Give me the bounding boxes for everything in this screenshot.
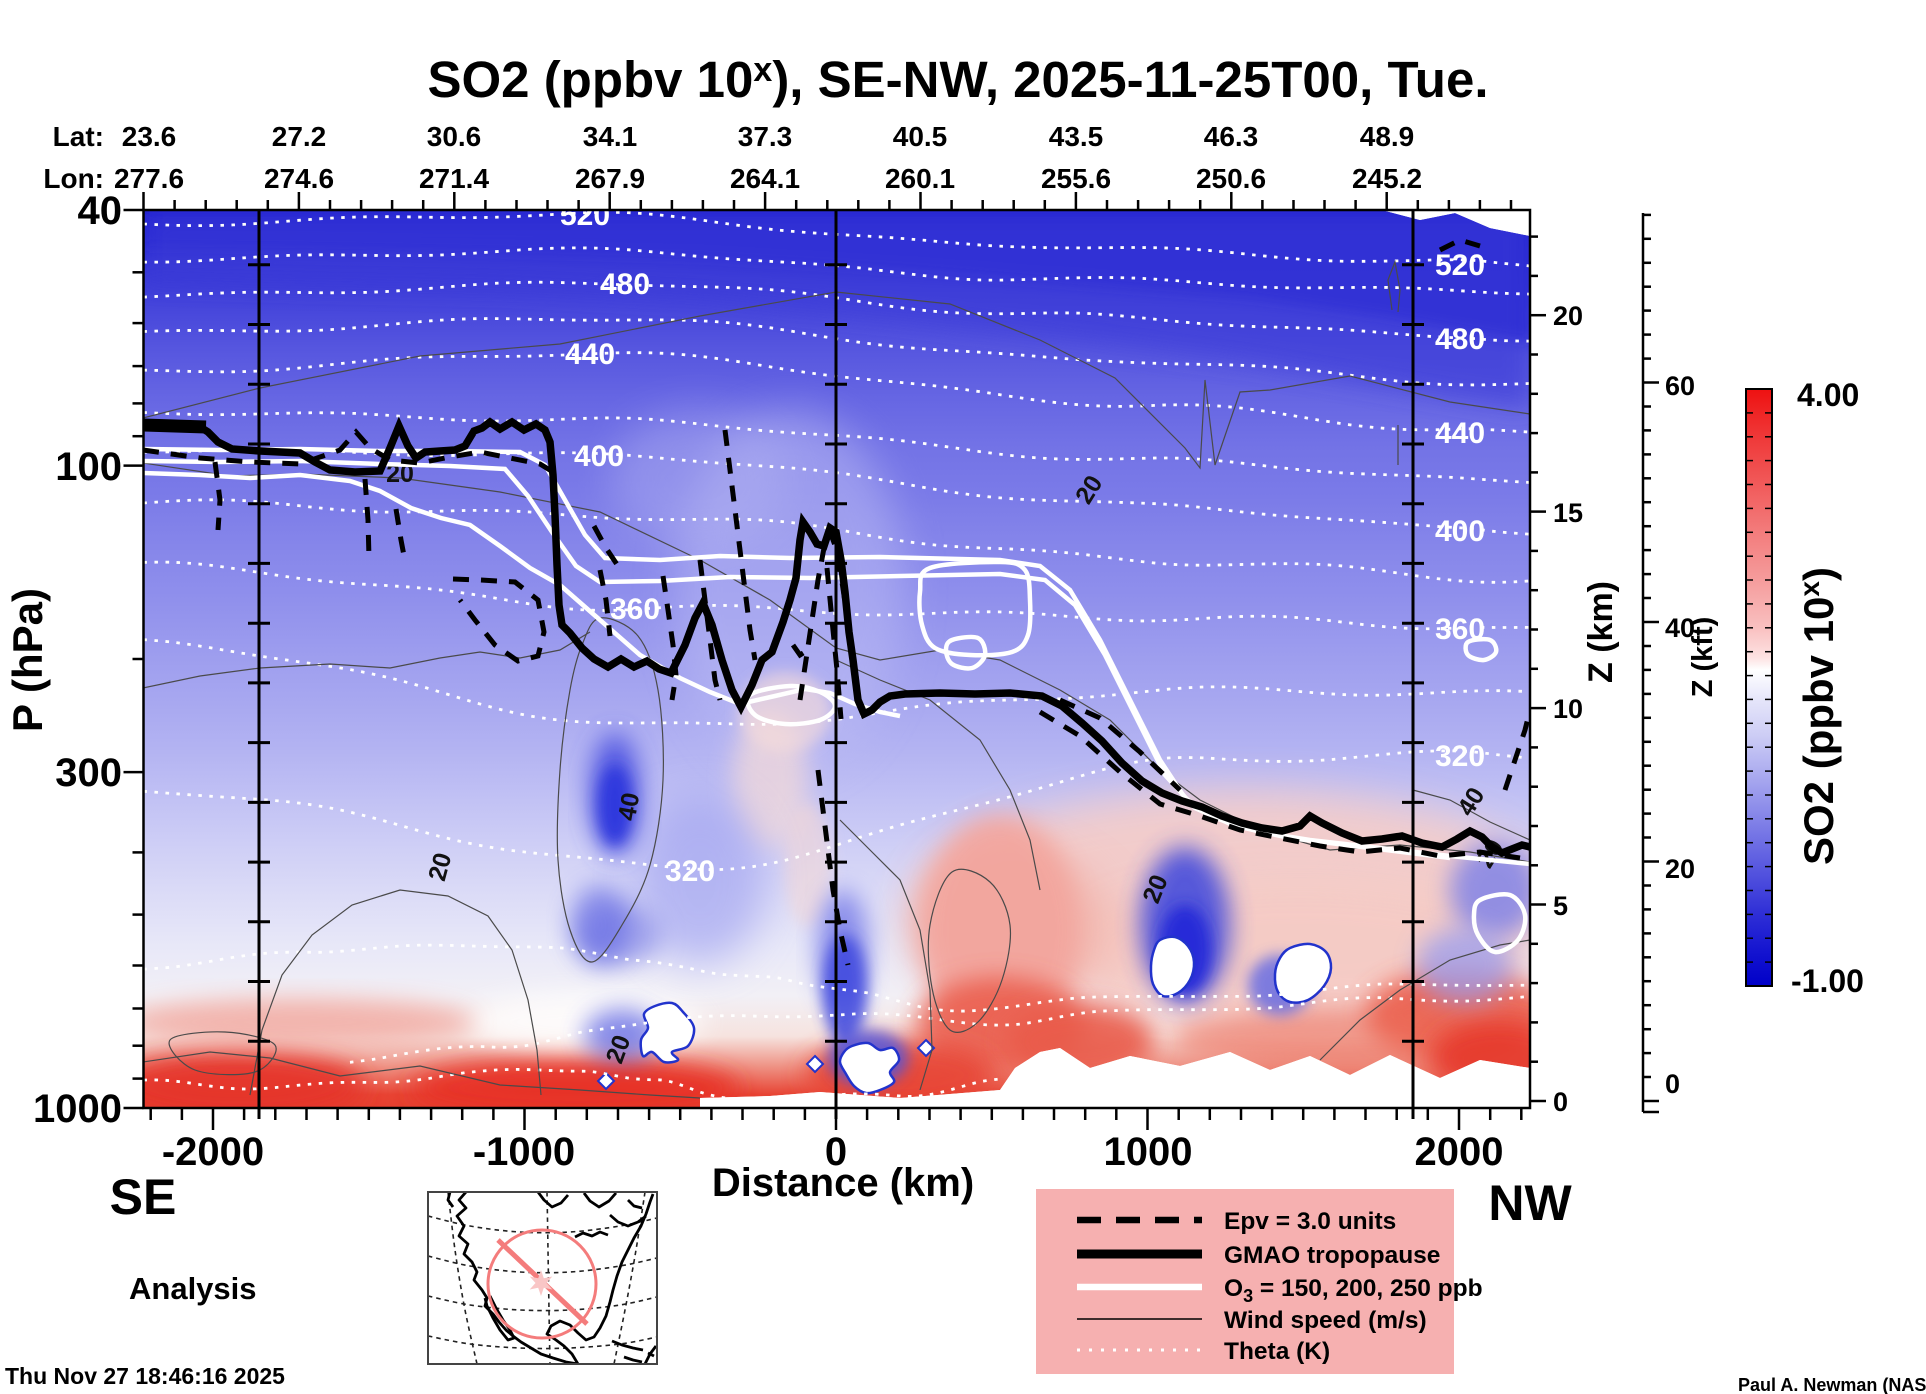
svg-text:2000: 2000 [1415,1130,1504,1174]
svg-text:520: 520 [1435,249,1485,282]
svg-text:320: 320 [1435,740,1485,773]
svg-text:520: 520 [560,199,610,232]
svg-text:264.1: 264.1 [730,163,800,194]
svg-text:-2000: -2000 [162,1130,264,1174]
svg-text:10: 10 [1553,694,1583,724]
svg-text:48.9: 48.9 [1360,121,1415,152]
svg-text:Z (km): Z (km) [1582,581,1620,683]
svg-text:360: 360 [610,593,660,626]
svg-text:23.6: 23.6 [122,121,177,152]
svg-text:O3 = 150, 200, 250 ppb: O3 = 150, 200, 250 ppb [1224,1275,1483,1306]
svg-text:440: 440 [1435,417,1485,450]
svg-text:0: 0 [1665,1069,1680,1099]
svg-text:5: 5 [1553,891,1568,921]
svg-text:43.5: 43.5 [1049,121,1104,152]
svg-text:Z (kft): Z (kft) [1687,617,1719,698]
svg-text:Epv = 3.0 units: Epv = 3.0 units [1224,1208,1396,1235]
svg-text:Theta (K): Theta (K) [1224,1338,1330,1365]
svg-text:40: 40 [613,790,645,822]
svg-text:SO2 (ppbv 10x), SE-NW, 2025-11: SO2 (ppbv 10x), SE-NW, 2025-11-25T00, Tu… [427,51,1488,108]
svg-text:271.4: 271.4 [419,163,489,194]
svg-text:GMAO tropopause: GMAO tropopause [1224,1242,1440,1269]
svg-text:277.6: 277.6 [114,163,184,194]
svg-text:1000: 1000 [33,1087,122,1131]
svg-text:0: 0 [825,1130,847,1174]
svg-text:Lat:: Lat: [53,121,104,152]
svg-text:100: 100 [55,445,122,489]
svg-text:480: 480 [1435,323,1485,356]
svg-text:250.6: 250.6 [1196,163,1266,194]
svg-text:40: 40 [78,189,123,233]
svg-text:37.3: 37.3 [738,121,793,152]
svg-text:4.00: 4.00 [1797,377,1859,413]
svg-text:Distance (km): Distance (km) [712,1161,974,1205]
svg-text:46.3: 46.3 [1204,121,1259,152]
svg-text:40: 40 [1665,613,1695,643]
svg-text:20: 20 [1665,854,1695,884]
svg-text:Wind speed (m/s): Wind speed (m/s) [1224,1307,1427,1334]
svg-text:1000: 1000 [1104,1130,1193,1174]
svg-text:400: 400 [574,440,624,473]
svg-text:255.6: 255.6 [1041,163,1111,194]
svg-text:Analysis: Analysis [129,1271,257,1306]
svg-text:20: 20 [1553,301,1583,331]
svg-text:P (hPa): P (hPa) [4,588,51,732]
svg-text:60: 60 [1665,371,1695,401]
svg-text:NW: NW [1488,1175,1572,1231]
svg-text:267.9: 267.9 [575,163,645,194]
svg-text:260.1: 260.1 [885,163,955,194]
svg-text:Lon:: Lon: [43,163,104,194]
svg-text:0: 0 [1553,1087,1568,1117]
svg-text:-1000: -1000 [473,1130,575,1174]
svg-text:Thu Nov 27 18:46:16 2025: Thu Nov 27 18:46:16 2025 [5,1363,285,1389]
svg-text:400: 400 [1435,515,1485,548]
svg-text:40.5: 40.5 [893,121,948,152]
svg-text:245.2: 245.2 [1352,163,1422,194]
svg-text:480: 480 [600,268,650,301]
svg-text:30.6: 30.6 [427,121,482,152]
svg-text:-1.00: -1.00 [1791,963,1864,999]
svg-text:320: 320 [665,855,715,888]
svg-text:27.2: 27.2 [272,121,327,152]
svg-text:300: 300 [55,751,122,795]
svg-text:SO2 (ppbv 10x): SO2 (ppbv 10x) [1794,567,1842,865]
svg-text:SE: SE [110,1169,177,1225]
svg-text:274.6: 274.6 [264,163,334,194]
svg-text:Paul A. Newman (NASA: Paul A. Newman (NASA [1738,1375,1926,1394]
svg-text:15: 15 [1553,498,1583,528]
svg-text:440: 440 [565,338,615,371]
svg-text:34.1: 34.1 [583,121,638,152]
